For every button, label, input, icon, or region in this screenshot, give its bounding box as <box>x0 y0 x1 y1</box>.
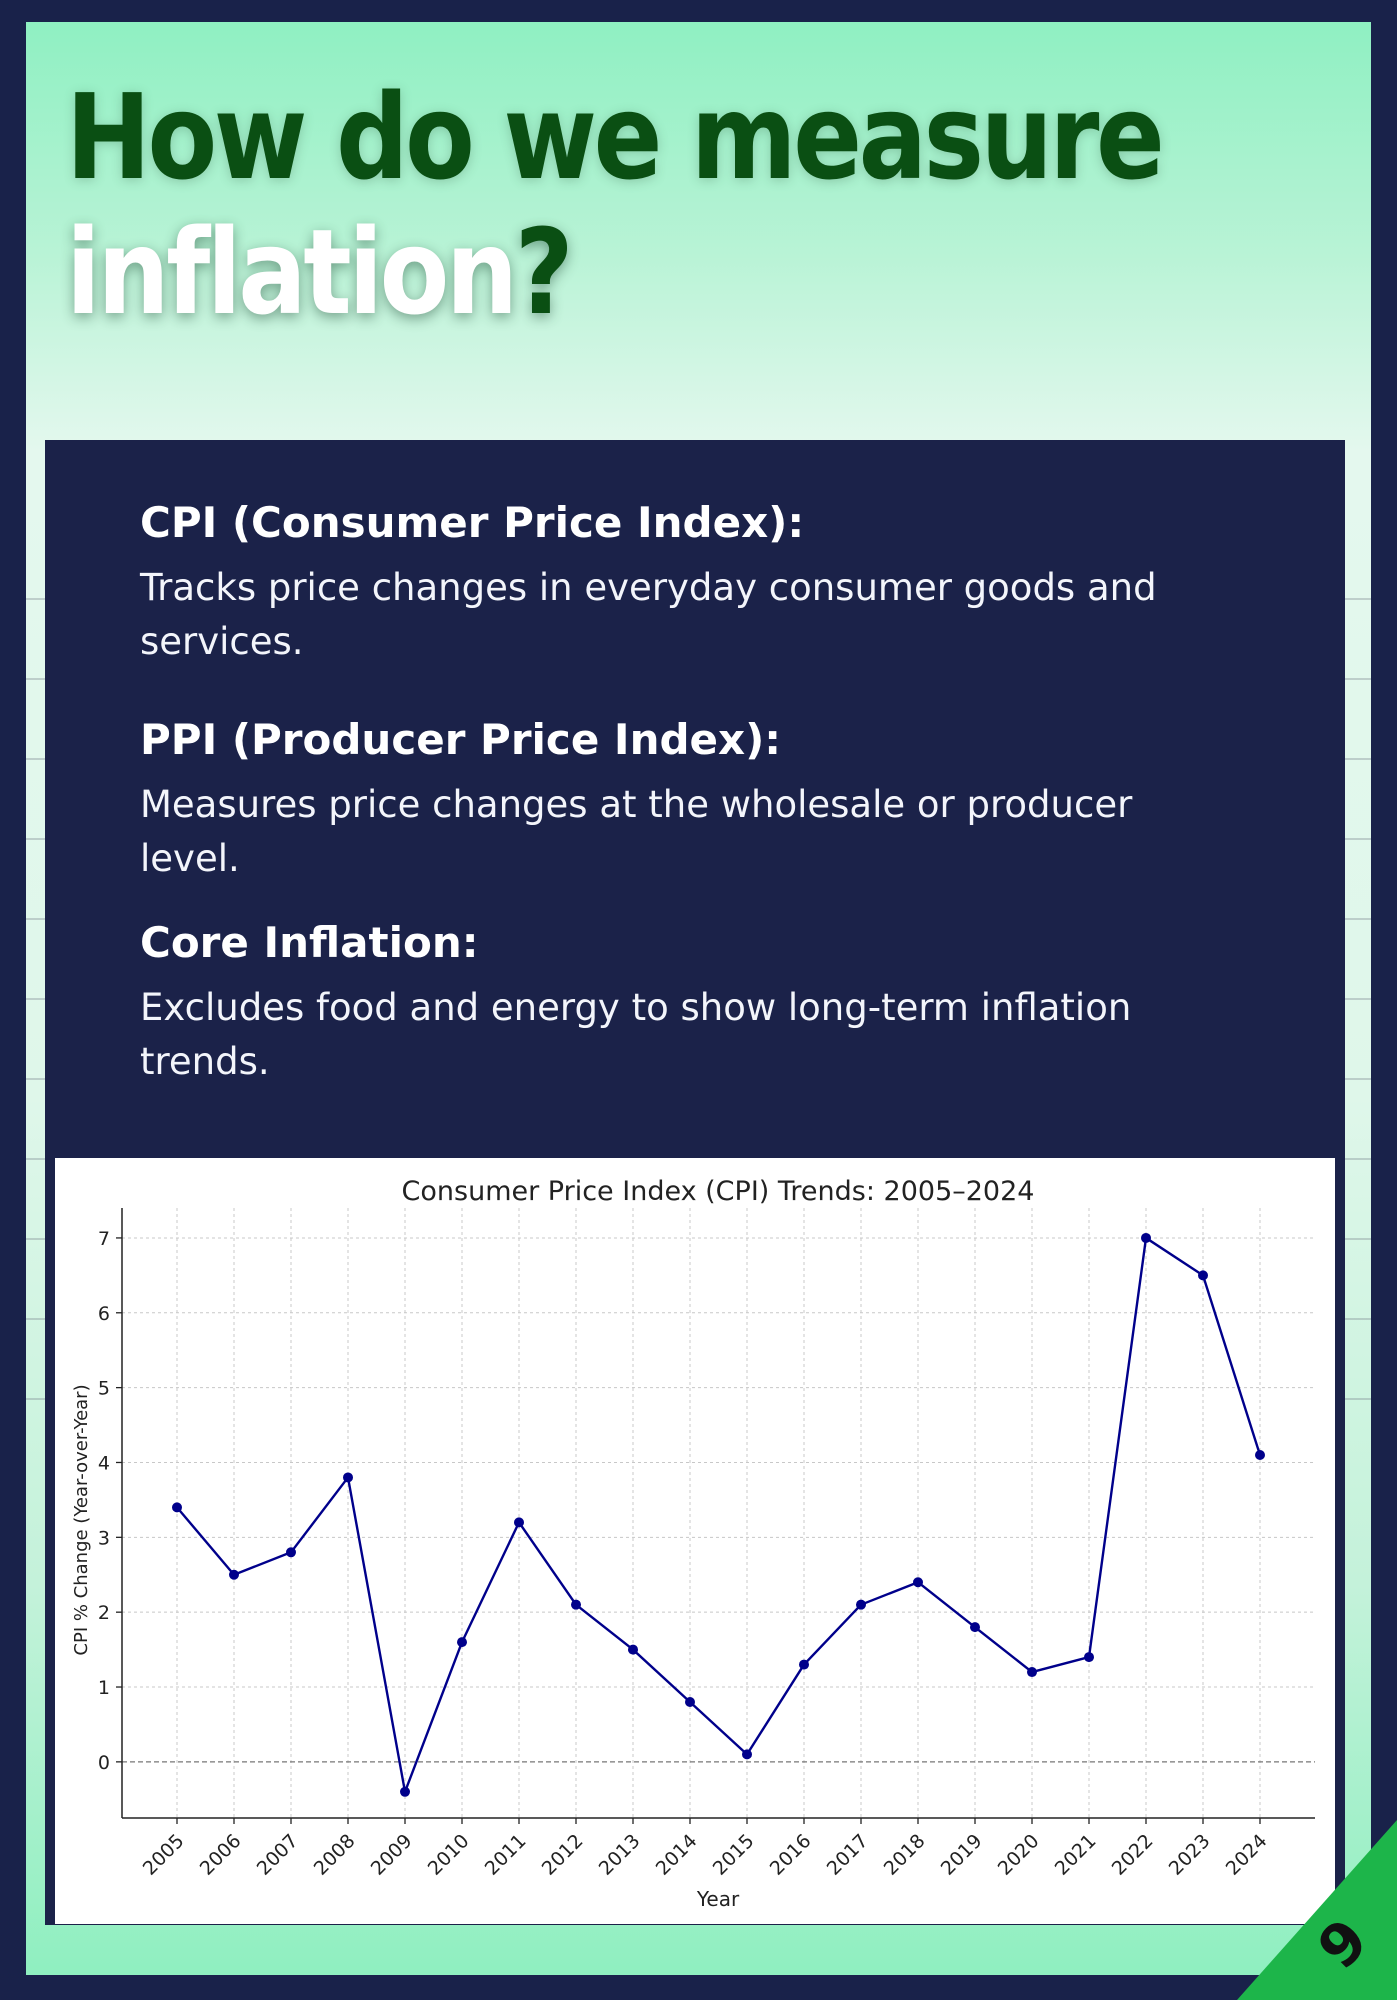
data-point <box>1141 1232 1151 1243</box>
data-point <box>400 1786 410 1797</box>
data-point <box>1027 1667 1037 1678</box>
x-tick-label: 2008 <box>310 1830 360 1880</box>
data-point <box>685 1696 695 1707</box>
y-tick-label: 1 <box>98 1677 110 1699</box>
x-tick-label: 2018 <box>880 1830 930 1880</box>
y-axis-label: CPI % Change (Year-over-Year) <box>71 1384 92 1655</box>
cpi-chart: 0 1 2 3 4 5 6 7 2005 2006 2007 2008 2009 2010 2011 2012… <box>55 1158 1335 1924</box>
x-tick-label: 2020 <box>994 1830 1044 1880</box>
title-question-mark: ? <box>514 203 574 341</box>
x-tick-label: 2006 <box>196 1830 246 1880</box>
x-tick-label: 2015 <box>709 1830 759 1880</box>
x-tick-label: 2010 <box>424 1830 474 1880</box>
data-point <box>970 1622 980 1633</box>
x-tick-label: 2019 <box>937 1830 987 1880</box>
data-point <box>856 1599 866 1610</box>
x-tick-label: 2007 <box>253 1830 303 1880</box>
data-point <box>1198 1270 1208 1281</box>
series-line <box>176 1236 1262 1794</box>
y-tick-label: 7 <box>98 1228 110 1250</box>
data-point <box>1084 1652 1094 1663</box>
definition-term: Core Inflation: <box>140 918 479 967</box>
definition-description: Excludes food and energy to show long-te… <box>140 986 1132 1083</box>
data-point <box>742 1749 752 1760</box>
data-point <box>628 1644 638 1655</box>
x-tick-label: 2009 <box>367 1830 417 1880</box>
data-point <box>343 1472 353 1483</box>
y-tick-label: 0 <box>98 1752 110 1774</box>
y-tick-label: 4 <box>98 1452 110 1474</box>
cpi-chart-svg: 0 1 2 3 4 5 6 7 2005 2006 2007 2008 2009 2010 2011 2012… <box>71 1176 1315 1911</box>
data-point <box>457 1637 467 1648</box>
x-tick-label: 2013 <box>595 1830 645 1880</box>
x-tick-label: 2022 <box>1108 1830 1158 1880</box>
chart-title: Consumer Price Index (CPI) Trends: 2005–… <box>402 1176 1035 1207</box>
page-number-corner: 9 <box>1237 1820 1397 2000</box>
data-point <box>799 1659 809 1670</box>
data-point <box>913 1577 923 1588</box>
x-tick-label: 2021 <box>1051 1830 1101 1880</box>
data-point <box>229 1569 239 1580</box>
x-tick-label: 2011 <box>481 1830 531 1880</box>
corner-triangle <box>1237 1820 1397 2000</box>
x-tick-label: 2012 <box>538 1830 588 1880</box>
definition-cpi: CPI (Consumer Price Index): Tracks price… <box>140 495 1200 669</box>
y-tick-label: 2 <box>98 1602 110 1624</box>
definition-ppi: PPI (Producer Price Index): Measures pri… <box>140 712 1200 886</box>
y-tick-label: 6 <box>98 1303 110 1325</box>
y-tick-label: 5 <box>98 1378 110 1400</box>
x-tick-label: 2005 <box>139 1830 189 1880</box>
x-tick-label: 2014 <box>652 1830 702 1880</box>
definition-description: Tracks price changes in everyday consume… <box>140 566 1157 663</box>
title-word-inflation: inflation <box>66 203 518 341</box>
page-title: How do we measure inflation? <box>66 70 1266 340</box>
definition-term: PPI (Producer Price Index): <box>140 715 782 764</box>
x-tick-label: 2023 <box>1165 1830 1215 1880</box>
x-tick-label: 2016 <box>766 1830 816 1880</box>
x-axis-label: Year <box>696 1887 740 1911</box>
definition-description: Measures price changes at the wholesale … <box>140 783 1133 880</box>
y-tick-label: 3 <box>98 1527 110 1549</box>
data-point <box>286 1547 296 1558</box>
title-line-2: inflation? <box>66 205 1098 340</box>
data-point <box>172 1502 182 1513</box>
definition-term: CPI (Consumer Price Index): <box>140 498 805 547</box>
data-point <box>514 1517 524 1528</box>
data-point <box>1255 1449 1265 1460</box>
x-tick-label: 2017 <box>823 1830 873 1880</box>
definition-core-inflation: Core Inflation: Excludes food and energy… <box>140 915 1200 1089</box>
data-point <box>571 1599 581 1610</box>
title-line-1: How do we measure <box>66 68 1165 206</box>
